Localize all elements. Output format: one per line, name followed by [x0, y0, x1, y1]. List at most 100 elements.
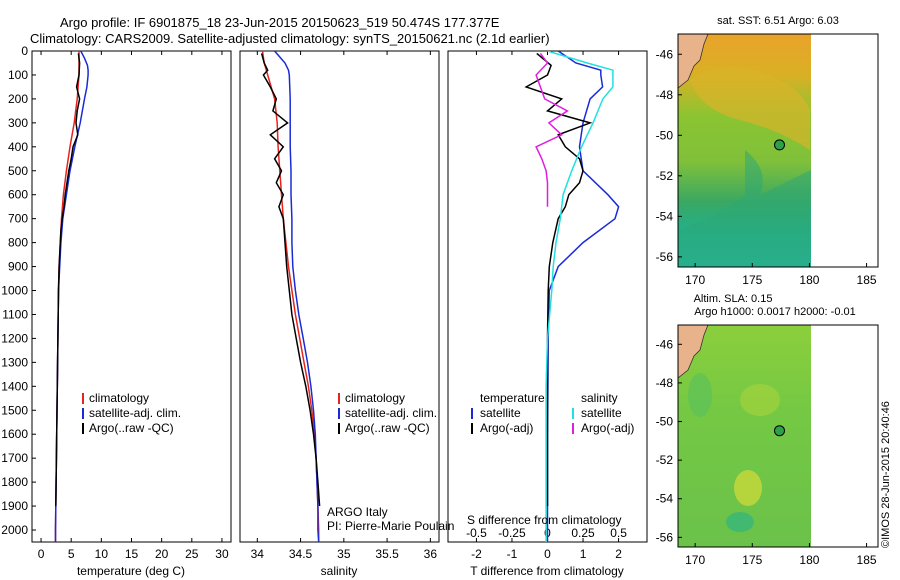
y-tick-label: 200 — [8, 92, 28, 106]
map-x-tick-label: 175 — [742, 273, 762, 287]
sst-map-frame — [677, 33, 879, 268]
sst-warm-patch — [690, 67, 810, 150]
y-tick-label: 400 — [8, 140, 28, 154]
x-tick-label: 34.5 — [289, 547, 313, 561]
argo-float-marker — [774, 139, 785, 151]
sst-land — [677, 33, 709, 89]
x-tick-label: 34 — [251, 547, 265, 561]
salinity-plot-frame — [239, 50, 440, 543]
legend-heading: salinity — [581, 391, 618, 405]
s-tick-label: 0.5 — [610, 526, 627, 540]
y-tick-label: 1200 — [1, 331, 28, 345]
title-line-1: Argo profile: IF 6901875_18 23-Jun-2015 … — [60, 15, 500, 30]
sla-high-patch-2 — [740, 384, 780, 416]
sla-low-patch-2 — [688, 373, 712, 417]
s-tick-label: -0.5 — [466, 526, 487, 540]
x-tick-label: 25 — [185, 547, 199, 561]
sst-cool-tongue — [678, 150, 811, 267]
map-x-tick-label: 180 — [799, 553, 819, 567]
x-tick-label: 30 — [215, 547, 229, 561]
map-x-tick-label: 180 — [799, 273, 819, 287]
temperature-x-label: temperature (deg C) — [77, 564, 185, 578]
map-y-tick-label: -46 — [656, 47, 674, 61]
legend-label: Argo(..raw -QC) — [345, 421, 430, 435]
x-tick-label: -1 — [507, 547, 518, 561]
legend-label: Argo(-adj) — [480, 421, 533, 435]
title-line-2: Climatology: CARS2009. Satellite-adjuste… — [30, 31, 550, 46]
sla-map-title-1: Altim. SLA: 0.15 — [694, 293, 773, 305]
y-tick-label: 1700 — [1, 451, 28, 465]
y-tick-label: 1900 — [1, 499, 28, 513]
sla-high-patch — [734, 470, 762, 506]
y-tick-label: 100 — [8, 68, 28, 82]
y-tick-label: 1600 — [1, 427, 28, 441]
series-line-temperature-argo-adj- — [524, 52, 593, 507]
map-y-tick-label: -50 — [656, 128, 674, 142]
x-tick-label: 35.5 — [375, 547, 399, 561]
y-tick-label: 1300 — [1, 355, 28, 369]
x-tick-label: 0 — [38, 547, 45, 561]
x-tick-label: -2 — [471, 547, 482, 561]
y-tick-label: 800 — [8, 236, 28, 250]
salinity-x-label: salinity — [321, 564, 358, 578]
x-tick-label: 10 — [95, 547, 109, 561]
sla-field — [678, 325, 811, 547]
y-tick-label: 1400 — [1, 379, 28, 393]
s-tick-label: 0.25 — [571, 526, 595, 540]
temperature-panel: 0 5 10 15 20 25 30 0 100 200 300 400 500 600 700 800 90… — [1, 44, 232, 578]
y-tick-label: 300 — [8, 116, 28, 130]
legend-label: satellite-adj. clim. — [345, 406, 437, 420]
sla-map-title-2: Argo h1000: 0.0017 h2000: -0.01 — [694, 306, 855, 318]
sla-map-frame — [677, 324, 879, 548]
y-tick-label: 700 — [8, 212, 28, 226]
sst-map-panel: sat. SST: 6.51 Argo: 6.03 170 175 180 185 -… — [656, 15, 879, 287]
x-tick-label: 20 — [155, 547, 169, 561]
t-difference-label: T difference from climatology — [470, 564, 624, 578]
argo-float-marker-2 — [774, 425, 785, 437]
y-tick-label: 1500 — [1, 403, 28, 417]
y-tick-label: 1100 — [2, 307, 28, 321]
legend-label: climatology — [89, 391, 149, 405]
x-tick-label: 5 — [68, 547, 75, 561]
x-tick-label: 36 — [424, 547, 438, 561]
x-tick-label: 1 — [580, 547, 587, 561]
legend-label: satellite — [480, 406, 521, 420]
series-line-salinity-satellite — [545, 51, 614, 542]
y-tick-label: 500 — [8, 164, 28, 178]
imos-credit: ©IMOS 28-Jun-2015 20:40:46 — [880, 401, 892, 548]
map-y-tick-label: -52 — [656, 453, 674, 467]
series-line-argo-raw-qc- — [55, 53, 81, 507]
y-tick-label: 2000 — [1, 523, 28, 537]
series-line-temperature-satellite — [546, 51, 620, 542]
map-y-tick-label: -54 — [656, 492, 674, 506]
series-line-argo-raw-qc- — [260, 53, 321, 507]
map-y-tick-label: -46 — [656, 337, 674, 351]
legend-heading: temperature — [480, 391, 545, 405]
s-difference-label: S difference from climatology — [467, 513, 622, 527]
legend-label: climatology — [345, 391, 405, 405]
map-y-tick-label: -48 — [656, 376, 674, 390]
series-line-satellite-adj-clim- — [54, 51, 89, 542]
y-tick-label: 1000 — [1, 284, 28, 298]
map-x-tick-label: 185 — [857, 553, 877, 567]
y-tick-label: 900 — [8, 260, 28, 274]
temperature-plot-frame — [31, 50, 232, 543]
y-tick-label: 1800 — [1, 475, 28, 489]
legend-label: satellite-adj. clim. — [89, 406, 181, 420]
map-x-tick-label: 185 — [857, 273, 877, 287]
s-tick-label: -0.25 — [498, 526, 526, 540]
series-line-satellite-adj-clim- — [274, 51, 320, 542]
y-tick-label: 600 — [8, 188, 28, 202]
x-tick-label: 15 — [125, 547, 139, 561]
map-y-tick-label: -50 — [656, 415, 674, 429]
map-x-tick-label: 175 — [742, 553, 762, 567]
sst-map-title: sat. SST: 6.51 Argo: 6.03 — [717, 15, 839, 27]
series-line-salinity-argo-adj- — [535, 52, 569, 207]
x-tick-label: 2 — [615, 547, 622, 561]
map-x-tick-label: 170 — [685, 553, 705, 567]
x-tick-label: 35 — [337, 547, 351, 561]
map-y-tick-label: -48 — [656, 88, 674, 102]
x-tick-label: 0 — [544, 547, 551, 561]
sla-map-panel: Altim. SLA: 0.15 Argo h1000: 0.0017 h200… — [656, 293, 879, 567]
map-y-tick-label: -56 — [656, 250, 674, 264]
